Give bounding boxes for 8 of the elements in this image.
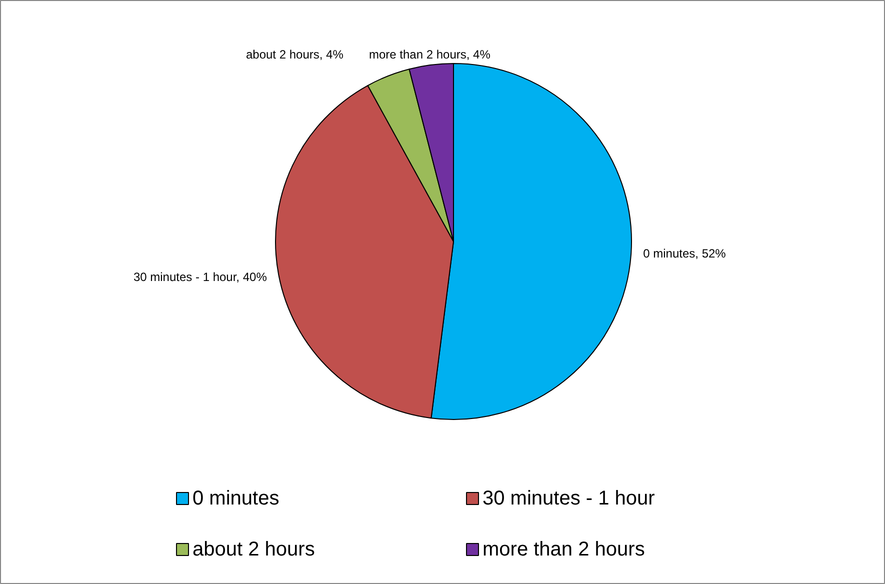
data-label: about 2 hours, 4% [246, 48, 344, 62]
legend-label: 0 minutes [192, 488, 280, 510]
data-label: 0 minutes, 52% [643, 246, 726, 260]
data-label: more than 2 hours, 4% [368, 48, 491, 62]
legend-label: about 2 hours [192, 538, 315, 560]
legend-label: 30 minutes - 1 hour [482, 488, 656, 510]
data-label: 30 minutes - 1 hour, 40% [133, 270, 268, 284]
legend-label: more than 2 hours [482, 538, 645, 560]
